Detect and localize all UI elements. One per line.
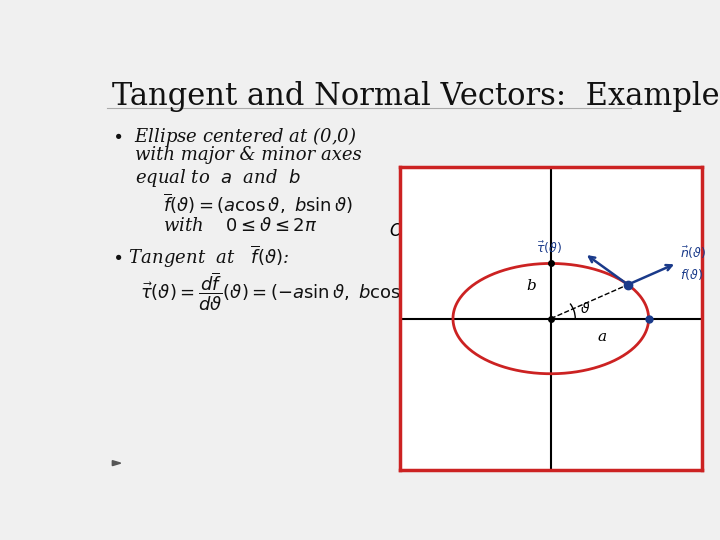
- Polygon shape: [112, 461, 121, 465]
- Text: $o$: $o$: [505, 437, 517, 454]
- Text: $\vec{\tau}(\vartheta)$: $\vec{\tau}(\vartheta)$: [536, 240, 562, 256]
- Text: Tangent and Normal Vectors:  Example: Tangent and Normal Vectors: Example: [112, 82, 720, 112]
- Text: $O$: $O$: [389, 222, 403, 240]
- Text: a: a: [597, 330, 606, 344]
- Text: $\overline{f}(\vartheta) = \left(a\cos\vartheta,\ b\sin\vartheta\right)$: $\overline{f}(\vartheta) = \left(a\cos\v…: [163, 192, 352, 216]
- Text: $\vartheta$: $\vartheta$: [580, 301, 590, 316]
- Text: with    $0 \leq \vartheta \leq 2\pi$: with $0 \leq \vartheta \leq 2\pi$: [163, 217, 317, 234]
- Text: $\vec{n}(\vartheta)$: $\vec{n}(\vartheta)$: [680, 245, 706, 261]
- Text: b: b: [526, 279, 536, 293]
- Text: $\bullet$  Ellipse centered at (0,0): $\bullet$ Ellipse centered at (0,0): [112, 125, 357, 148]
- Text: $\vec{\tau}(\vartheta) = \dfrac{d\overline{f}}{d\vartheta}(\vartheta) = \left(-a: $\vec{\tau}(\vartheta) = \dfrac{d\overli…: [140, 271, 422, 313]
- Text: equal to  $a$  and  $b$: equal to $a$ and $b$: [135, 167, 300, 188]
- Text: $f(\vartheta)$: $f(\vartheta)$: [680, 267, 703, 282]
- Text: with major & minor axes: with major & minor axes: [135, 146, 361, 164]
- Text: $\bullet$ Tangent  at   $\overline{f}(\vartheta)$:: $\bullet$ Tangent at $\overline{f}(\vart…: [112, 244, 289, 270]
